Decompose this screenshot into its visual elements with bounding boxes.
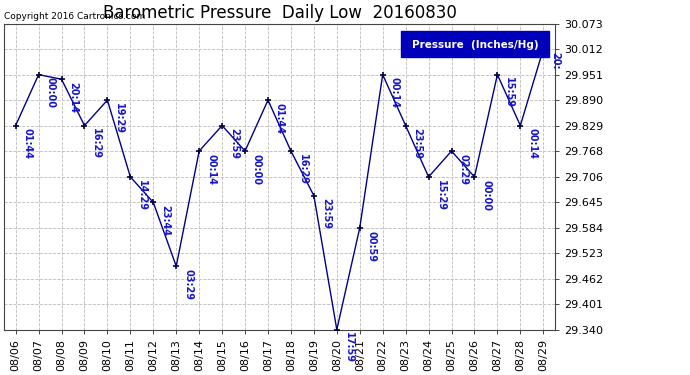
Text: 15:29: 15:29 <box>435 180 446 211</box>
Text: 02:29: 02:29 <box>458 154 469 185</box>
Text: 00:00: 00:00 <box>252 154 262 185</box>
Text: 16:29: 16:29 <box>298 154 308 185</box>
Text: 00:14: 00:14 <box>390 77 400 108</box>
Text: 23:59: 23:59 <box>321 198 331 230</box>
Text: 03:29: 03:29 <box>183 269 193 300</box>
Text: 16:29: 16:29 <box>91 128 101 159</box>
Text: Copyright 2016 Cartronics.com: Copyright 2016 Cartronics.com <box>4 12 146 21</box>
Text: 00:00: 00:00 <box>46 77 55 108</box>
Text: 23:59: 23:59 <box>413 128 422 159</box>
Text: 23:59: 23:59 <box>229 128 239 159</box>
Text: 20:: 20: <box>550 52 560 69</box>
Text: 01:44: 01:44 <box>275 103 285 134</box>
Text: 00:14: 00:14 <box>206 154 216 185</box>
Text: 19:29: 19:29 <box>115 103 124 134</box>
FancyBboxPatch shape <box>401 32 549 57</box>
Text: 00:59: 00:59 <box>366 231 377 262</box>
Text: 23:44: 23:44 <box>160 205 170 236</box>
Text: 20:14: 20:14 <box>68 82 79 113</box>
Text: 15:59: 15:59 <box>504 77 514 108</box>
Text: 00:00: 00:00 <box>482 180 491 211</box>
Title: Barometric Pressure  Daily Low  20160830: Barometric Pressure Daily Low 20160830 <box>103 4 456 22</box>
Text: 01:44: 01:44 <box>23 128 32 159</box>
Text: Pressure  (Inches/Hg): Pressure (Inches/Hg) <box>412 40 538 50</box>
Text: 00:14: 00:14 <box>527 128 538 159</box>
Text: 17:59: 17:59 <box>344 333 354 363</box>
Text: 14:29: 14:29 <box>137 180 147 211</box>
